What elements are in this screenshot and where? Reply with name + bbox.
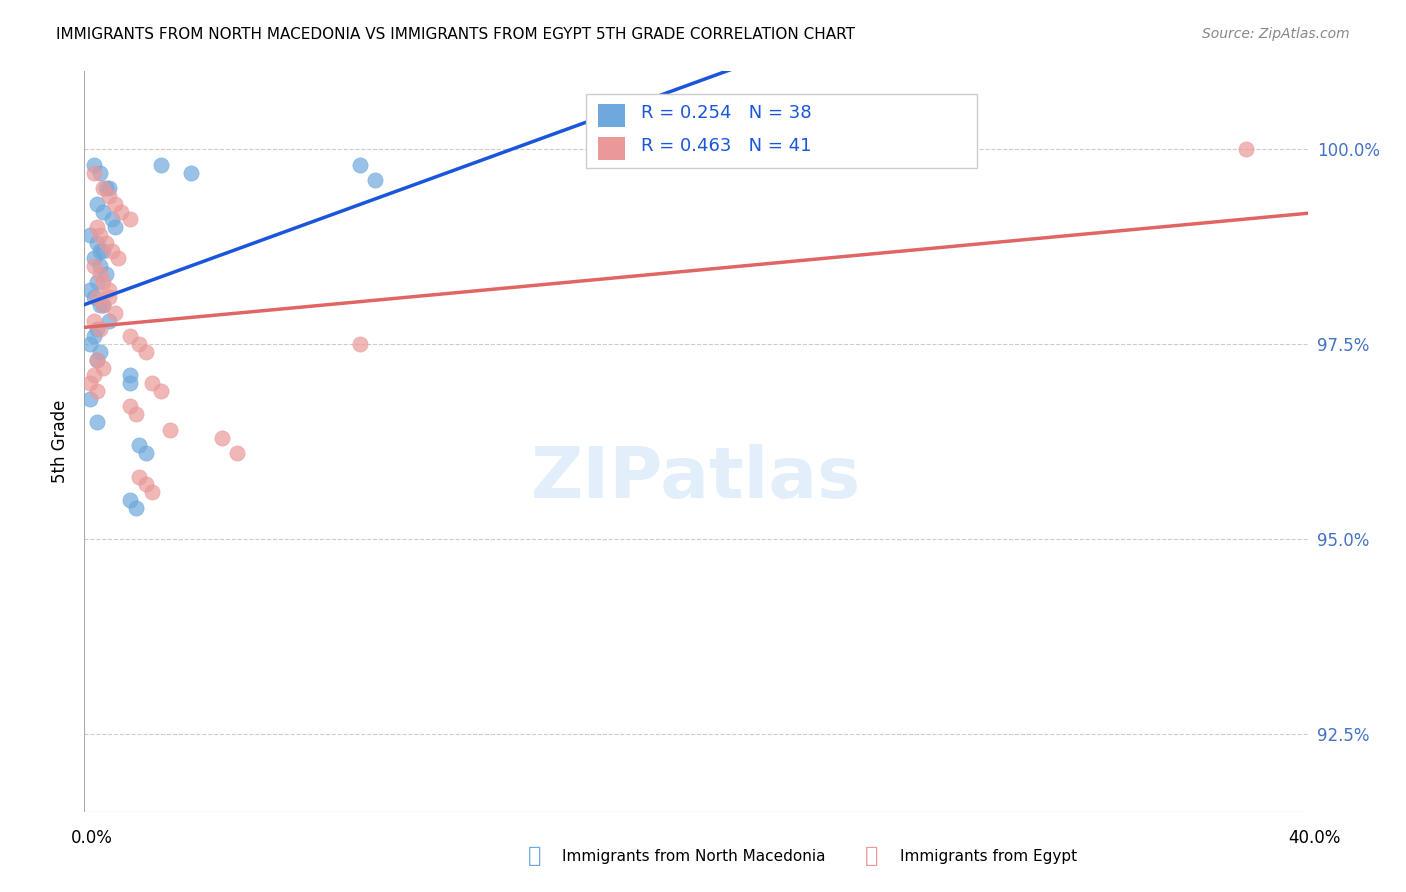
Text: R = 0.254   N = 38: R = 0.254 N = 38: [641, 103, 811, 121]
Point: [149, 158, 172, 172]
Point: [104, 197, 127, 211]
Point: [101, 212, 124, 227]
Point: [83, 368, 105, 383]
FancyBboxPatch shape: [598, 104, 626, 127]
Point: [89, 267, 111, 281]
Point: [89, 321, 111, 335]
Point: [79, 392, 101, 406]
Point: [180, 166, 202, 180]
Point: [94, 235, 117, 250]
Point: [86, 384, 108, 398]
Point: [83, 314, 105, 328]
Point: [349, 337, 371, 351]
Point: [110, 204, 132, 219]
Point: [135, 345, 157, 359]
Point: [135, 446, 157, 460]
Point: [149, 384, 172, 398]
Text: R = 0.463   N = 41: R = 0.463 N = 41: [641, 137, 811, 155]
Point: [89, 166, 111, 180]
Point: [89, 244, 111, 258]
Point: [128, 337, 150, 351]
Y-axis label: 5th Grade: 5th Grade: [51, 400, 69, 483]
Point: [86, 197, 108, 211]
Text: Source: ZipAtlas.com: Source: ZipAtlas.com: [1202, 27, 1350, 41]
Point: [135, 477, 157, 491]
Point: [86, 321, 108, 335]
Point: [91, 360, 114, 375]
FancyBboxPatch shape: [598, 137, 626, 161]
Text: R = 0.254   N = 38
R = 0.463   N = 41: R = 0.254 N = 38 R = 0.463 N = 41: [610, 109, 823, 149]
FancyBboxPatch shape: [586, 94, 977, 168]
Point: [97, 283, 120, 297]
Point: [226, 446, 249, 460]
Point: [120, 368, 142, 383]
Point: [94, 267, 117, 281]
Text: ⬜: ⬜: [865, 847, 879, 866]
Point: [86, 352, 108, 367]
Point: [83, 158, 105, 172]
Point: [91, 298, 114, 312]
Point: [120, 329, 142, 343]
Point: [211, 431, 233, 445]
Point: [101, 244, 124, 258]
Point: [86, 275, 108, 289]
Point: [120, 212, 142, 227]
Point: [83, 259, 105, 273]
Point: [89, 227, 111, 242]
Point: [83, 166, 105, 180]
Point: [128, 438, 150, 452]
Point: [1236, 142, 1258, 156]
Point: [89, 259, 111, 273]
Point: [89, 298, 111, 312]
Point: [364, 173, 387, 187]
Point: [91, 181, 114, 195]
Point: [104, 220, 127, 235]
Point: [83, 252, 105, 266]
Point: [107, 252, 129, 266]
Point: [141, 485, 163, 500]
Point: [91, 244, 114, 258]
Text: ZIPatlas: ZIPatlas: [531, 444, 860, 513]
Text: Immigrants from Egypt: Immigrants from Egypt: [900, 849, 1077, 863]
Text: ⬜: ⬜: [527, 847, 541, 866]
Point: [97, 314, 120, 328]
Point: [86, 352, 108, 367]
Point: [89, 345, 111, 359]
Text: 0.0%: 0.0%: [70, 829, 112, 847]
Point: [141, 376, 163, 390]
Point: [104, 306, 127, 320]
Point: [159, 423, 181, 437]
Text: Immigrants from North Macedonia: Immigrants from North Macedonia: [562, 849, 825, 863]
Point: [97, 181, 120, 195]
Point: [86, 415, 108, 429]
Point: [79, 283, 101, 297]
Point: [83, 329, 105, 343]
Point: [120, 376, 142, 390]
Point: [97, 290, 120, 304]
Point: [91, 298, 114, 312]
Text: 40.0%: 40.0%: [1288, 829, 1341, 847]
Point: [79, 376, 101, 390]
Point: [86, 235, 108, 250]
Point: [79, 227, 101, 242]
Point: [125, 500, 148, 515]
Point: [91, 275, 114, 289]
Point: [120, 493, 142, 508]
Point: [86, 290, 108, 304]
Point: [349, 158, 371, 172]
Point: [94, 181, 117, 195]
Point: [97, 189, 120, 203]
Point: [128, 469, 150, 483]
Point: [125, 407, 148, 421]
Point: [120, 400, 142, 414]
Point: [91, 204, 114, 219]
Point: [83, 290, 105, 304]
Point: [79, 337, 101, 351]
Text: IMMIGRANTS FROM NORTH MACEDONIA VS IMMIGRANTS FROM EGYPT 5TH GRADE CORRELATION C: IMMIGRANTS FROM NORTH MACEDONIA VS IMMIG…: [56, 27, 855, 42]
Point: [86, 220, 108, 235]
